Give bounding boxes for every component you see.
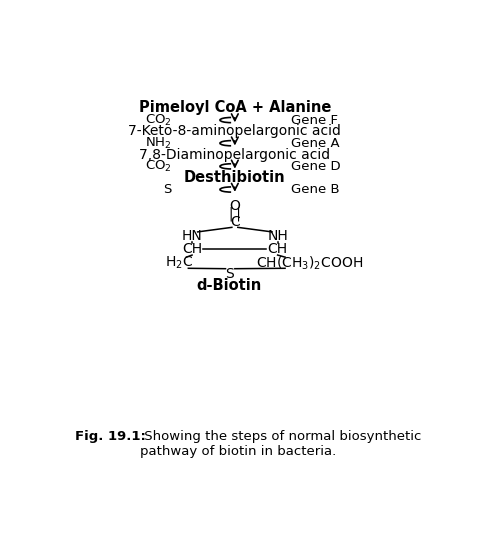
Text: 7,8-Diaminopelargonic acid: 7,8-Diaminopelargonic acid (139, 148, 330, 162)
Text: Gene D: Gene D (290, 160, 340, 173)
Text: CH: CH (182, 242, 202, 256)
Text: CH: CH (267, 242, 288, 256)
Text: d-Biotin: d-Biotin (197, 278, 262, 293)
Text: H$_2$C: H$_2$C (165, 255, 193, 271)
Text: Pimeloyl CoA + Alanine: Pimeloyl CoA + Alanine (139, 100, 331, 115)
Text: C: C (230, 215, 240, 229)
Text: Gene A: Gene A (290, 137, 339, 150)
Text: S: S (225, 267, 234, 281)
Text: Gene F: Gene F (290, 113, 337, 127)
Text: CO$_2$: CO$_2$ (145, 159, 172, 174)
Text: Showing the steps of normal biosynthetic
pathway of biotin in bacteria.: Showing the steps of normal biosynthetic… (140, 430, 421, 459)
Text: Desthibiotin: Desthibiotin (184, 170, 286, 185)
Text: Fig. 19.1:: Fig. 19.1: (75, 430, 146, 444)
Text: Gene B: Gene B (290, 183, 339, 196)
Text: NH: NH (267, 229, 288, 243)
Text: S: S (163, 183, 172, 196)
Text: CO$_2$: CO$_2$ (145, 113, 172, 128)
Text: NH$_2$: NH$_2$ (145, 136, 172, 151)
Text: 7-Keto-8-aminopelargonic acid: 7-Keto-8-aminopelargonic acid (129, 125, 341, 139)
Text: CH(CH$_3$)$_2$COOH: CH(CH$_3$)$_2$COOH (256, 254, 363, 272)
Text: ||: || (227, 207, 243, 221)
Text: HN: HN (182, 229, 203, 243)
Text: O: O (229, 199, 240, 213)
